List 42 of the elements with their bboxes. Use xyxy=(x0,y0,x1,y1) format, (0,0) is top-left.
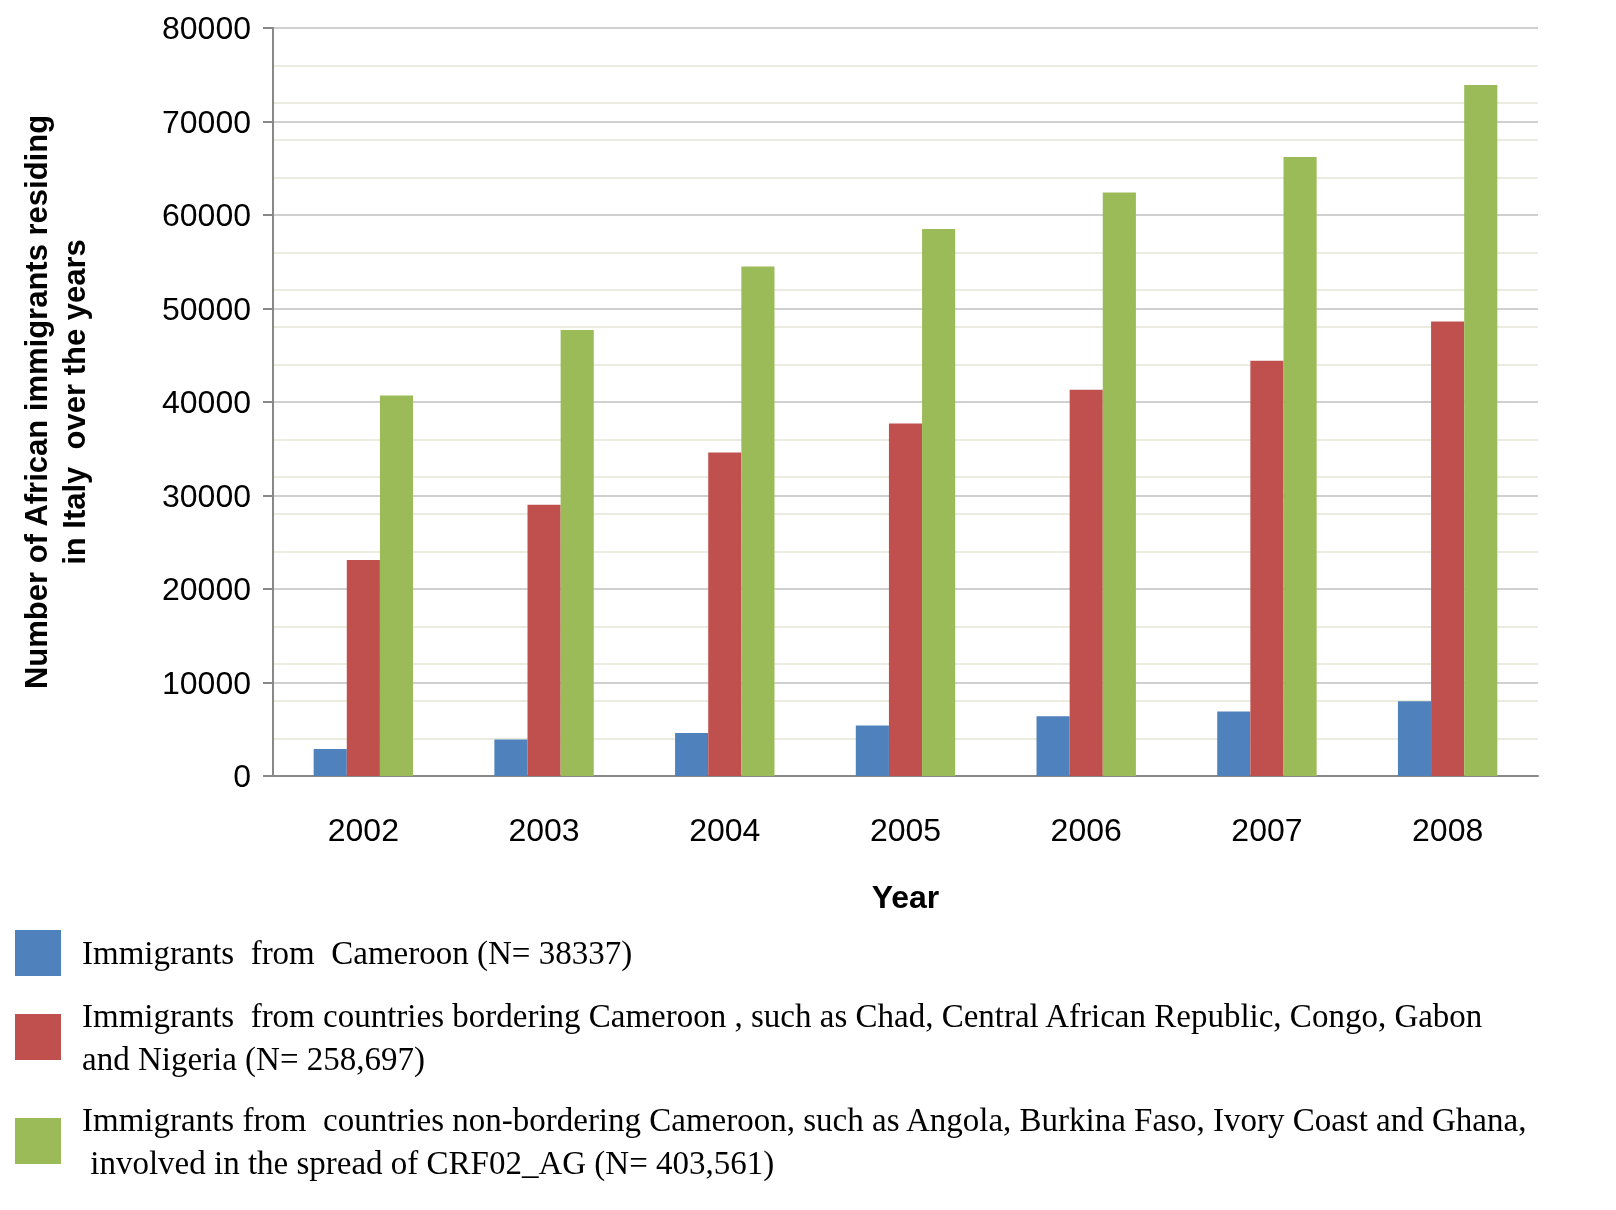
bar xyxy=(741,266,775,776)
y-axis-title: Number of African immigrants residing in Italy over the years xyxy=(18,114,92,690)
y-tick-label: 10000 xyxy=(162,664,251,701)
x-tick-label: 2007 xyxy=(1231,812,1303,848)
bar xyxy=(1069,389,1103,776)
bar xyxy=(888,423,923,776)
bar xyxy=(1102,192,1136,776)
bar xyxy=(1431,321,1465,776)
x-tick-label: 2006 xyxy=(1050,812,1122,848)
legend-label: Immigrants from countries non-bordering Cameroon, such as Angola, Burkina Faso, Ivory Coast and Ghana, involved in the spread of CRF02_AG (N= 403,561) xyxy=(82,1101,1527,1182)
bar xyxy=(1464,85,1498,776)
bar xyxy=(1036,716,1070,776)
y-tick-label: 50000 xyxy=(162,290,251,327)
y-tick-label: 60000 xyxy=(162,197,251,233)
bar xyxy=(1250,360,1284,776)
bar xyxy=(1283,157,1317,776)
x-tick-label: 2002 xyxy=(327,812,399,848)
x-tick-label: 2004 xyxy=(689,812,761,848)
y-tick-label: 80000 xyxy=(162,10,251,46)
bar xyxy=(379,395,414,776)
legend-label: Immigrants from Cameroon (N= 38337) xyxy=(82,935,633,972)
bar xyxy=(527,504,561,776)
bar xyxy=(494,739,528,776)
y-tick-label: 40000 xyxy=(162,384,251,420)
legend-label: Immigrants from countries bordering Cameroon , such as Chad, Central African Republic, Congo, Gabon and Nigeria (N= 258,697) xyxy=(82,997,1491,1078)
y-tick-label: 0 xyxy=(233,758,251,794)
bar xyxy=(675,732,709,776)
bar xyxy=(313,748,347,776)
bar xyxy=(855,725,889,776)
bar xyxy=(922,229,956,776)
x-axis-title: Year xyxy=(871,879,940,915)
x-tick-label: 2003 xyxy=(508,812,580,848)
bar xyxy=(560,330,594,776)
bar xyxy=(1217,711,1251,776)
x-tick-label: 2005 xyxy=(869,812,942,848)
y-tick-label: 20000 xyxy=(162,571,251,607)
y-tick-label: 70000 xyxy=(162,103,251,140)
bar xyxy=(346,560,380,776)
x-tick-label: 2008 xyxy=(1412,812,1484,848)
bar xyxy=(708,452,742,776)
bar xyxy=(1397,701,1432,776)
y-tick-label: 30000 xyxy=(162,477,251,514)
